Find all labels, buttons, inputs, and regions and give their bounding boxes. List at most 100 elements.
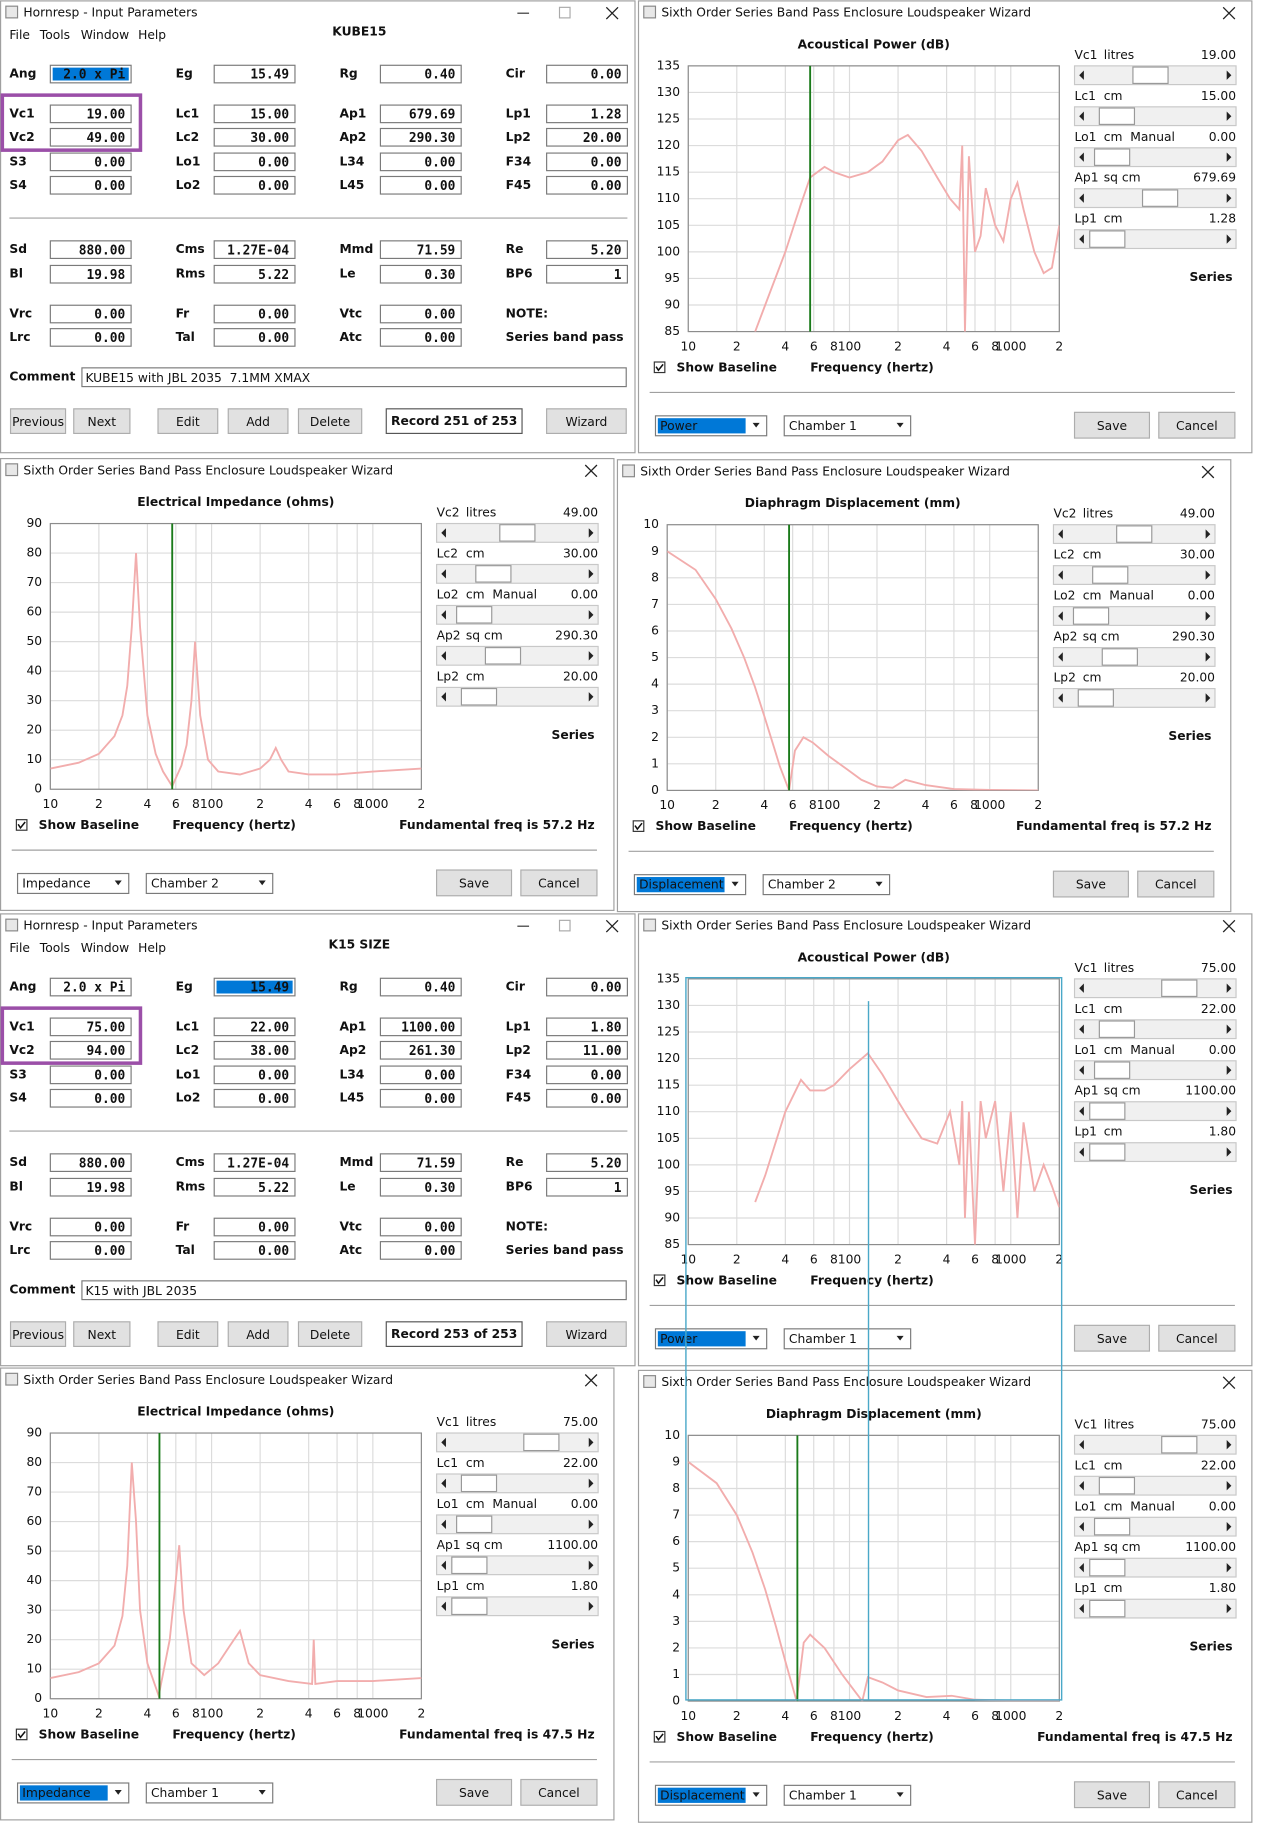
maximize-button[interactable] (558, 6, 571, 19)
checkbox[interactable] (653, 1730, 666, 1743)
field-box[interactable] (213, 152, 296, 172)
scroll-right[interactable] (1226, 234, 1232, 244)
menu-item[interactable]: Window (81, 28, 129, 42)
scroll-left[interactable] (1079, 111, 1084, 121)
close-button[interactable] (584, 464, 598, 478)
field-value[interactable]: 0.00 (258, 331, 289, 346)
scrollbar[interactable] (1073, 1434, 1237, 1455)
field-box[interactable] (546, 1088, 628, 1108)
field-value[interactable]: 30.00 (250, 131, 289, 146)
field-value[interactable]: 679.69 (409, 108, 455, 123)
scroll-left[interactable] (1079, 1147, 1084, 1157)
scroll-left[interactable] (441, 1601, 446, 1611)
scroll-right[interactable] (588, 1478, 594, 1489)
scroll-left[interactable] (1058, 611, 1063, 621)
scroll-left[interactable] (441, 1519, 446, 1530)
close-button[interactable] (1222, 6, 1236, 20)
scroll-left[interactable] (1079, 1481, 1084, 1491)
button-label[interactable]: Cancel (1176, 419, 1218, 433)
field-value[interactable]: 19.98 (87, 1181, 126, 1196)
checkbox[interactable] (653, 361, 666, 374)
field-box[interactable] (379, 328, 462, 347)
checkbox-label[interactable]: Show Baseline (677, 360, 777, 374)
field-value[interactable]: 1.28 (591, 108, 622, 123)
field-box[interactable] (213, 1088, 296, 1108)
field-value[interactable]: 2.0 x Pi (63, 68, 125, 83)
button[interactable] (1137, 870, 1215, 898)
field-box[interactable] (49, 1241, 132, 1260)
button-label[interactable]: Cancel (538, 877, 580, 891)
scroll-right[interactable] (588, 1437, 594, 1448)
scroll-thumb[interactable] (1161, 1435, 1198, 1454)
dropdown-value[interactable]: Impedance (22, 1786, 90, 1800)
field-box[interactable] (49, 977, 132, 997)
field-box[interactable] (49, 1017, 132, 1037)
scroll-thumb[interactable] (484, 647, 522, 665)
button[interactable] (1073, 1781, 1151, 1809)
button-label[interactable]: Edit (176, 415, 200, 429)
dropdown[interactable] (783, 415, 912, 437)
field-value[interactable]: 0.00 (94, 331, 125, 346)
close-button[interactable] (605, 6, 619, 20)
field-box[interactable] (213, 1065, 296, 1085)
scrollbar[interactable] (436, 563, 599, 584)
field-value[interactable]: 0.00 (424, 179, 455, 194)
button-label[interactable]: Cancel (1176, 1788, 1218, 1802)
field-box[interactable] (546, 1065, 628, 1085)
scroll-thumb[interactable] (1089, 1143, 1126, 1161)
field-value[interactable]: 0.00 (424, 331, 455, 346)
field-value[interactable]: 880.00 (79, 243, 125, 258)
menu-item[interactable]: Help (138, 28, 166, 42)
scroll-right[interactable] (588, 1560, 594, 1570)
field-box[interactable] (213, 240, 296, 260)
field-value[interactable]: 0.00 (258, 308, 289, 323)
field-box[interactable] (213, 1153, 296, 1173)
button[interactable] (1052, 870, 1129, 898)
button[interactable] (546, 1321, 627, 1347)
dropdown-value[interactable]: Chamber 2 (151, 877, 219, 891)
button-label[interactable]: Save (1076, 878, 1106, 892)
field-box[interactable] (49, 1040, 132, 1060)
menu-item[interactable]: Help (138, 941, 166, 955)
scroll-thumb[interactable] (451, 1597, 488, 1616)
scroll-left[interactable] (1079, 1440, 1084, 1450)
field-value[interactable]: 0.00 (591, 1092, 622, 1107)
scroll-thumb[interactable] (1077, 689, 1114, 707)
scroll-thumb[interactable] (1092, 566, 1129, 584)
button-label[interactable]: Add (246, 1328, 270, 1342)
field-value[interactable]: 0.00 (424, 1069, 455, 1084)
field-box[interactable] (379, 1217, 462, 1237)
button[interactable] (1158, 1324, 1236, 1352)
scroll-right[interactable] (588, 692, 594, 702)
field-value[interactable]: 49.00 (87, 131, 126, 146)
scroll-thumb[interactable] (1089, 230, 1126, 248)
checkbox[interactable] (15, 1728, 28, 1741)
field-box[interactable] (546, 152, 628, 172)
field-value[interactable]: 1.27E-04 (227, 1156, 289, 1171)
button-label[interactable]: Delete (310, 1328, 350, 1342)
scroll-thumb[interactable] (1132, 66, 1169, 85)
field-box[interactable] (379, 104, 462, 124)
field-box[interactable] (49, 1088, 132, 1108)
button-label[interactable]: Save (1097, 419, 1127, 433)
checkbox-label[interactable]: Show Baseline (655, 819, 755, 833)
field-box[interactable] (546, 1040, 628, 1060)
scrollbar[interactable] (436, 1432, 599, 1453)
scroll-right[interactable] (588, 569, 594, 579)
field-box[interactable] (213, 127, 296, 147)
scroll-thumb[interactable] (460, 687, 498, 706)
field-value[interactable]: 11.00 (583, 1044, 622, 1059)
button[interactable] (73, 408, 131, 434)
field-box[interactable] (379, 304, 462, 324)
field-value[interactable]: 0.00 (424, 1244, 455, 1259)
field-box[interactable] (49, 1065, 132, 1085)
field-value[interactable]: 0.00 (424, 1092, 455, 1107)
scroll-right[interactable] (1205, 570, 1211, 580)
scroll-right[interactable] (1226, 1603, 1232, 1614)
scroll-left[interactable] (1058, 693, 1063, 703)
button-label[interactable]: Wizard (565, 1328, 607, 1342)
button-label[interactable]: Delete (310, 415, 350, 429)
menu-item[interactable]: Tools (39, 28, 70, 42)
dropdown-value[interactable]: Chamber 1 (789, 1788, 857, 1802)
field-box[interactable] (546, 127, 628, 147)
